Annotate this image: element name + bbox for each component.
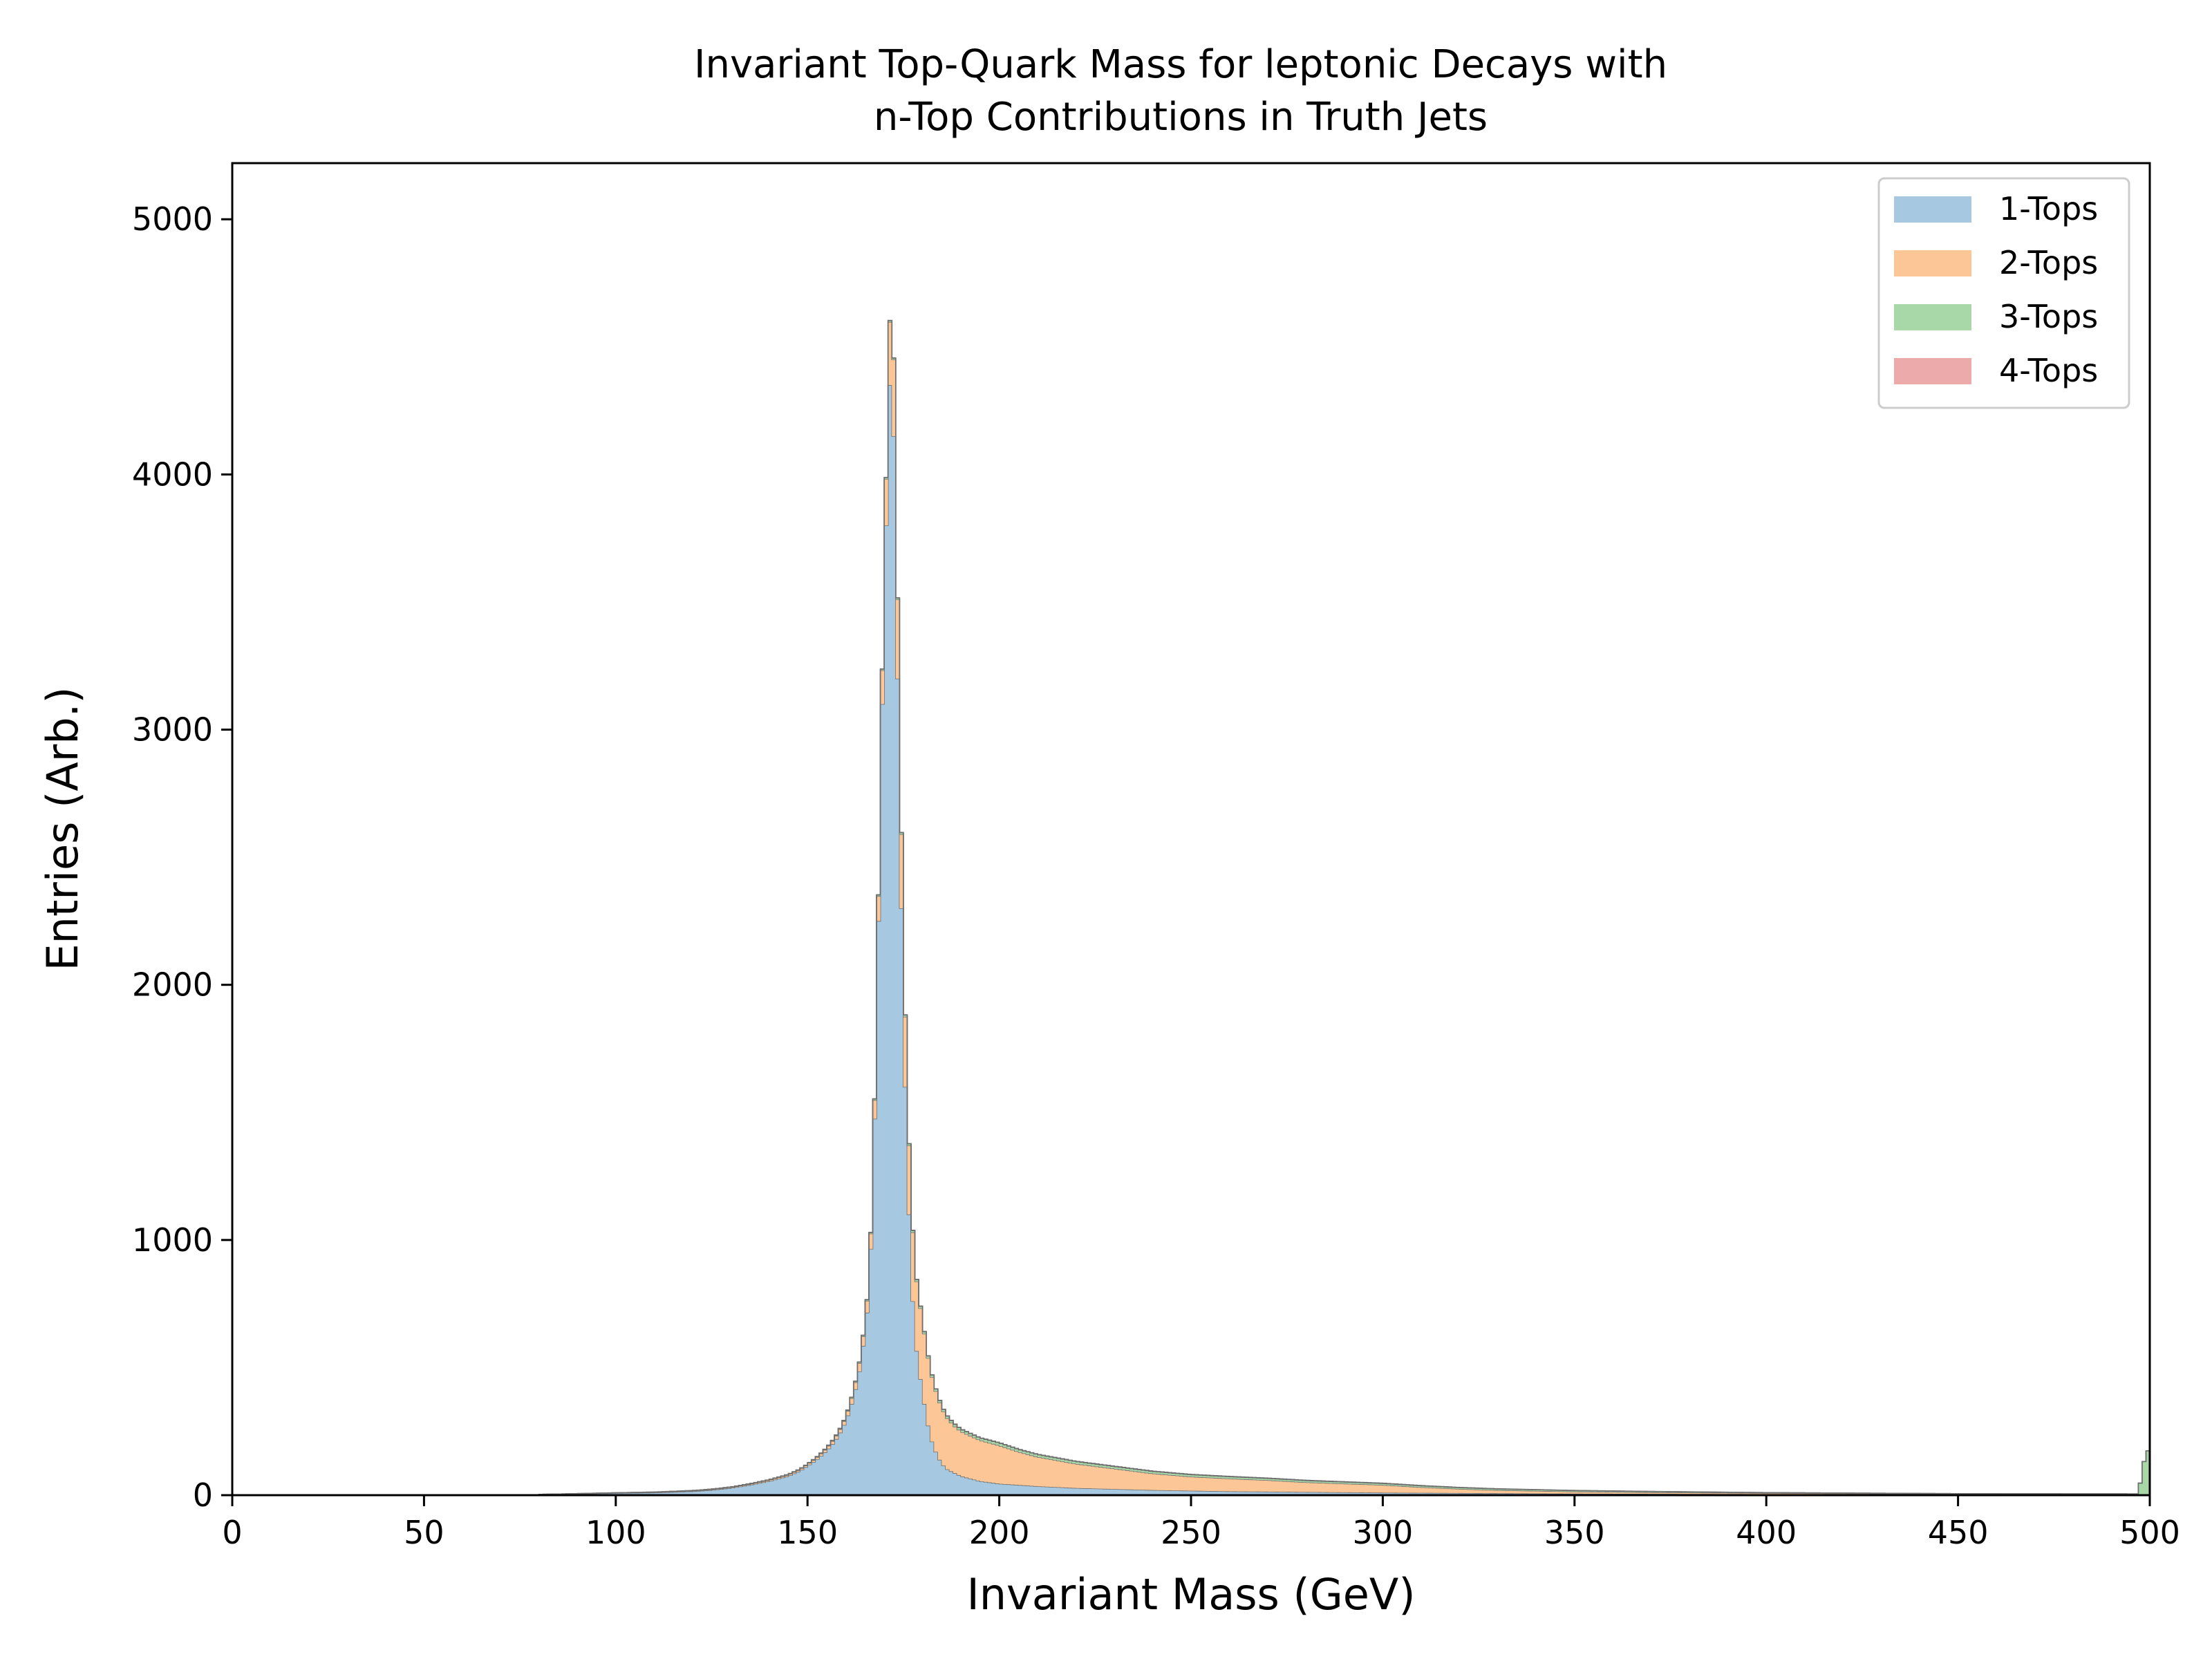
x-axis: 0 50 100 150 200 250 300 350 400 450 500 — [222, 1495, 2180, 1551]
series-area-4-tops — [232, 320, 2150, 1495]
y-axis: 0 1000 2000 3000 4000 5000 — [132, 200, 232, 1514]
x-tick-label: 100 — [585, 1514, 646, 1551]
legend-label-4-tops: 4-Tops — [1999, 352, 2098, 389]
chart-title-line-2: n-Top Contributions in Truth Jets — [874, 95, 1488, 140]
x-tick-label: 300 — [1352, 1514, 1413, 1551]
y-tick-label: 4000 — [132, 456, 213, 493]
y-axis-label: Entries (Arb.) — [37, 687, 88, 971]
x-tick-label: 400 — [1736, 1514, 1797, 1551]
x-tick-label: 150 — [777, 1514, 838, 1551]
legend: 1-Tops 2-Tops 3-Tops 4-Tops — [1877, 177, 2130, 409]
x-tick-label: 350 — [1544, 1514, 1605, 1551]
legend-swatch-4-tops — [1894, 358, 1971, 384]
x-axis-label: Invariant Mass (GeV) — [966, 1569, 1415, 1620]
legend-box — [1877, 177, 2130, 409]
legend-label-2-tops: 2-Tops — [1999, 244, 2098, 281]
series-area-3-tops — [232, 320, 2150, 1495]
x-tick-label: 450 — [1928, 1514, 1989, 1551]
legend-label-3-tops: 3-Tops — [1999, 298, 2098, 335]
y-tick-label: 2000 — [132, 966, 213, 1004]
series-outline-4-tops — [232, 319, 2150, 1496]
legend-label-1-tops: 1-Tops — [1999, 190, 2098, 227]
y-tick-label: 0 — [193, 1477, 213, 1514]
x-tick-label: 50 — [404, 1514, 444, 1551]
chart-title-line-1: Invariant Top-Quark Mass for leptonic De… — [694, 42, 1667, 87]
legend-swatch-3-tops — [1894, 304, 1971, 330]
histogram-bars — [232, 319, 2150, 1496]
series-area-1-tops — [232, 385, 2150, 1496]
x-tick-label: 200 — [969, 1514, 1030, 1551]
plot-frame — [231, 162, 2151, 1497]
legend-swatch-2-tops — [1894, 250, 1971, 276]
legend-swatch-1-tops — [1894, 196, 1971, 223]
series-outline-2-tops — [232, 321, 2150, 1496]
y-tick-label: 3000 — [132, 711, 213, 749]
series-area-2-tops — [232, 321, 2150, 1495]
x-tick-label: 250 — [1161, 1514, 1221, 1551]
y-tick-label: 1000 — [132, 1221, 213, 1259]
x-tick-label: 0 — [222, 1514, 242, 1551]
series-outline-1-tops — [232, 384, 2150, 1496]
series-outline-3-tops — [232, 319, 2150, 1496]
y-tick-label: 5000 — [132, 200, 213, 238]
x-tick-label: 500 — [2119, 1514, 2180, 1551]
